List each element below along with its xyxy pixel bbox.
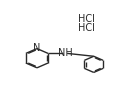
Text: N: N — [33, 43, 41, 53]
Text: HCl: HCl — [78, 14, 95, 24]
Text: NH: NH — [58, 48, 72, 58]
Text: HCl: HCl — [78, 23, 95, 33]
